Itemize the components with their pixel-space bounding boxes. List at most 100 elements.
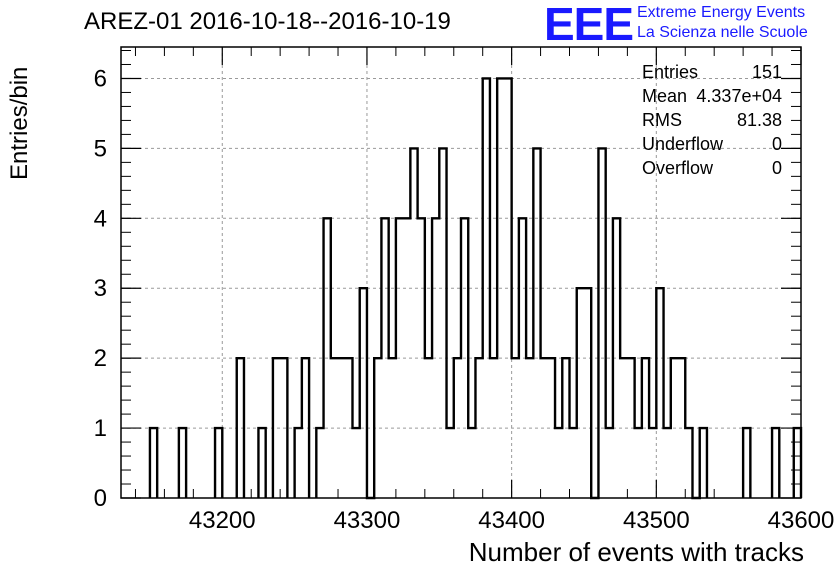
histogram-bin — [555, 428, 562, 498]
histogram-bin — [389, 358, 396, 498]
x-axis-label: Number of events with tracks — [468, 537, 804, 567]
stats-mean-label: Mean — [642, 86, 688, 106]
histogram-bin — [613, 218, 620, 498]
histogram-bin — [352, 428, 359, 498]
histogram-bin — [302, 358, 309, 498]
stats-box: Entries 151 Mean 4.337e+04 RMS 81.38 Underf… — [642, 60, 782, 180]
histogram-bin — [635, 428, 642, 498]
histogram-bin — [316, 428, 323, 498]
x-tick-label: 43400 — [478, 507, 545, 534]
histogram-bin — [273, 358, 280, 498]
histogram-bin — [772, 428, 779, 498]
logo-line-2: La Scienza nelle Scuole — [637, 24, 808, 41]
histogram-bin — [577, 288, 584, 498]
x-tick-label: 43200 — [189, 507, 256, 534]
eee-logo: EEE — [544, 0, 634, 50]
histogram-bin — [374, 358, 381, 498]
histogram-bin — [497, 78, 504, 498]
y-tick-label: 3 — [94, 275, 107, 302]
histogram-bin — [649, 428, 656, 498]
stats-underflow-label: Underflow — [642, 134, 724, 154]
chart-title: AREZ-01 2016-10-18--2016-10-19 — [84, 8, 451, 35]
stats-rms-label: RMS — [642, 110, 682, 130]
stats-entries-row: Entries 151 — [642, 60, 782, 84]
histogram-bin — [425, 358, 432, 498]
histogram-bin — [237, 358, 244, 498]
stats-rms-value: 81.38 — [736, 110, 782, 130]
histogram-bin — [606, 428, 613, 498]
histogram-bin — [345, 358, 352, 498]
plot-frame — [120, 46, 802, 499]
stats-mean-value: 4.337e+04 — [696, 86, 782, 106]
histogram-bin — [338, 358, 345, 498]
histogram-bin — [215, 428, 222, 498]
histogram-bin — [526, 358, 533, 498]
stats-entries-label: Entries — [642, 62, 699, 82]
histogram-bin — [381, 218, 388, 498]
stats-overflow-value: 0 — [771, 158, 782, 178]
y-tick-label: 5 — [94, 135, 107, 162]
y-tick-label: 4 — [94, 205, 107, 232]
histogram-bin — [504, 78, 511, 498]
histogram-bin — [432, 218, 439, 498]
histogram-bin — [324, 218, 331, 498]
histogram-bin — [584, 288, 591, 498]
histogram-bin — [439, 148, 446, 498]
histogram-bin — [150, 428, 157, 498]
x-tick-labels: 43200 43300 43400 43500 43600 — [189, 507, 834, 534]
x-tick-label: 43600 — [768, 507, 835, 534]
y-tick-label: 2 — [94, 345, 107, 372]
stats-underflow-value: 0 — [771, 134, 782, 154]
histogram-bin — [794, 428, 801, 498]
histogram-bin — [656, 288, 663, 498]
histogram-bin — [664, 428, 671, 498]
stats-mean-row: Mean 4.337e+04 — [642, 84, 782, 108]
x-tick-label: 43300 — [334, 507, 401, 534]
histogram-bin — [418, 218, 425, 498]
histogram-bin — [396, 218, 403, 498]
x-tick-label: 43500 — [623, 507, 690, 534]
histogram-bin — [570, 428, 577, 498]
histogram-bin — [295, 428, 302, 498]
histogram-bin — [671, 358, 678, 498]
histogram-bin — [468, 428, 475, 498]
histogram-bin — [461, 218, 468, 498]
histogram-bin — [447, 428, 454, 498]
histogram-bin — [403, 218, 410, 498]
y-tick-labels: 0 1 2 3 4 5 6 — [94, 65, 107, 512]
histogram-bin — [512, 358, 519, 498]
histogram-bin — [685, 428, 692, 498]
histogram-bin — [533, 148, 540, 498]
histogram-bin — [700, 428, 707, 498]
stats-entries-value: 151 — [751, 62, 782, 82]
histogram-bin — [475, 358, 482, 498]
stats-overflow-row: Overflow 0 — [642, 156, 782, 180]
histogram-bin — [548, 358, 555, 498]
histogram-bin — [562, 358, 569, 498]
histogram-bin — [360, 288, 367, 498]
histogram-bin — [598, 148, 605, 498]
logo-line-1: Extreme Energy Events — [637, 4, 806, 21]
histogram-bin — [519, 218, 526, 498]
histogram-bin — [743, 428, 750, 498]
histogram-bin — [642, 358, 649, 498]
histogram-bin — [280, 358, 287, 498]
y-tick-label: 0 — [94, 485, 107, 512]
stats-rms-row: RMS 81.38 — [642, 108, 782, 132]
stats-underflow-row: Underflow 0 — [642, 132, 782, 156]
histogram-bin — [620, 358, 627, 498]
histogram-bin — [627, 358, 634, 498]
histogram-bin — [483, 78, 490, 498]
histogram-bin — [331, 358, 338, 498]
histogram-bin — [678, 358, 685, 498]
y-tick-label: 6 — [94, 65, 107, 92]
y-tick-label: 1 — [94, 415, 107, 442]
stats-overflow-label: Overflow — [642, 158, 714, 178]
histogram-line — [148, 77, 803, 500]
histogram-bin — [454, 358, 461, 498]
histogram-bin — [410, 148, 417, 498]
histogram-bin — [258, 428, 265, 498]
histogram-bin — [541, 358, 548, 498]
histogram-bin — [490, 358, 497, 498]
